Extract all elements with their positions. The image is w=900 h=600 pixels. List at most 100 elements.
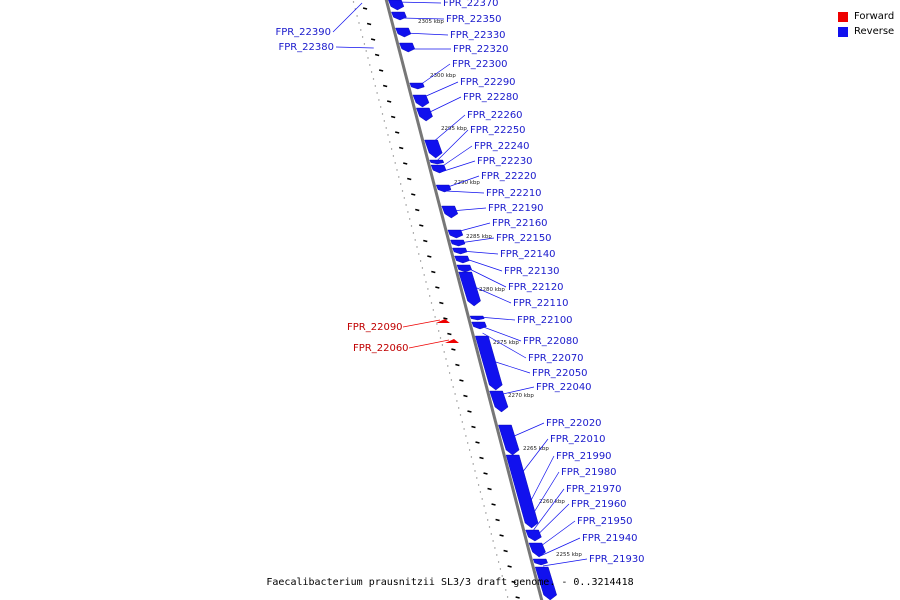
ruler-dot [429, 295, 431, 297]
ruler-dot [390, 148, 393, 150]
gene-label: FPR_22380 [278, 42, 334, 53]
ruler-tick [487, 487, 492, 491]
gene-leader-line [440, 160, 476, 173]
ruler-dot [394, 162, 396, 164]
gene-leader-line [509, 422, 545, 439]
ruler-dot [506, 596, 509, 598]
ruler-tick [366, 22, 372, 26]
ruler-dot [488, 526, 491, 528]
ruler-dot [363, 43, 366, 45]
forward-gene-arrow [436, 319, 450, 323]
gene-leader-line [456, 222, 491, 233]
ruler-dot [452, 386, 454, 388]
ruler-dot [441, 344, 444, 346]
gene-label: FPR_22090 [347, 322, 403, 333]
ruler-tick [479, 456, 484, 460]
scale-label: 2290 kbp [454, 180, 480, 186]
gene-leader-line [482, 332, 527, 359]
ruler-dot [369, 64, 371, 66]
gene-leader-line [480, 325, 522, 342]
ruler-dot [381, 113, 384, 115]
gene-leader-line [540, 537, 581, 557]
ruler-dot [383, 120, 385, 122]
genome-backbone [384, 0, 544, 600]
ruler-tick [411, 193, 416, 196]
gene-leader-line [439, 145, 473, 169]
legend-forward-label: Forward [854, 11, 895, 22]
ruler-tick [495, 518, 500, 522]
gene-leader-line [425, 96, 462, 115]
ruler-dot [372, 78, 375, 80]
ruler-tick [439, 301, 444, 305]
forward-swatch [838, 11, 848, 22]
ruler-dot [487, 519, 489, 521]
ruler-dot [468, 449, 471, 451]
ruler-tick [431, 270, 436, 274]
ruler-dot [483, 505, 485, 507]
ruler-dot [400, 183, 402, 185]
ruler-dot [352, 1, 355, 3]
gene-leader-line [437, 129, 469, 161]
ruler-dot [485, 512, 487, 514]
ruler-tick [390, 115, 396, 119]
ruler-dot [456, 400, 458, 402]
ruler-dot [472, 463, 474, 465]
scale-label: 2285 kbp [466, 234, 492, 240]
ruler-tick [374, 53, 380, 57]
reverse-gene-block [532, 558, 548, 566]
legend-forward: Forward [838, 9, 894, 24]
ruler-dot [405, 204, 407, 206]
gene-label: FPR_21960 [571, 499, 627, 510]
gene-leader-line [408, 339, 450, 349]
ruler-tick [407, 177, 412, 181]
ruler-tick [443, 317, 448, 320]
ruler-dot [496, 554, 498, 556]
reverse-gene-block [430, 164, 447, 174]
gene-label: FPR_22130 [504, 266, 560, 277]
gene-label: FPR_22300 [452, 59, 508, 70]
gene-leader-line [332, 2, 363, 33]
gene-label: FPR_22100 [517, 315, 573, 326]
ruler-dot [374, 85, 376, 87]
ruler-dot [448, 372, 451, 374]
reverse-gene-block [471, 321, 487, 330]
ruler-tick [435, 286, 440, 289]
reverse-gene-block [412, 94, 430, 108]
ruler-tick [370, 38, 376, 41]
gene-label: FPR_22260 [467, 110, 523, 121]
ruler-tick [419, 224, 424, 227]
gene-leader-line [542, 558, 588, 567]
ruler-tick [378, 69, 384, 72]
reverse-gene-block [505, 454, 539, 529]
ruler-dot [503, 582, 505, 584]
ruler-dot [425, 281, 427, 283]
gene-leader-line [538, 520, 576, 549]
gene-leader-line [396, 1, 442, 4]
ruler-tick [507, 565, 512, 568]
reverse-gene-block [452, 247, 468, 255]
strand-legend: Forward Reverse [838, 9, 894, 39]
gene-label: FPR_22290 [460, 77, 516, 88]
ruler-dot [474, 470, 476, 472]
gene-leader-line [421, 81, 459, 99]
gene-leader-line [498, 386, 535, 396]
reverse-gene-block [416, 107, 433, 122]
reverse-gene-block [456, 264, 472, 273]
ruler-dot [370, 71, 373, 73]
ruler-dot [416, 246, 418, 248]
legend-reverse-label: Reverse [854, 26, 895, 37]
ruler-dot [438, 330, 440, 332]
ruler-dot [380, 106, 382, 108]
ruler-tick [427, 255, 432, 258]
ruler-tick [499, 534, 504, 537]
reverse-gene-block [454, 255, 470, 264]
ruler-dot [378, 99, 380, 101]
ruler-dot [497, 561, 500, 563]
ruler-dot [505, 589, 507, 591]
ruler-tick [394, 131, 400, 134]
ruler-dot [398, 176, 400, 178]
ruler-dot [445, 358, 447, 360]
ruler-dot [443, 351, 445, 353]
ruler-dot [392, 155, 395, 157]
